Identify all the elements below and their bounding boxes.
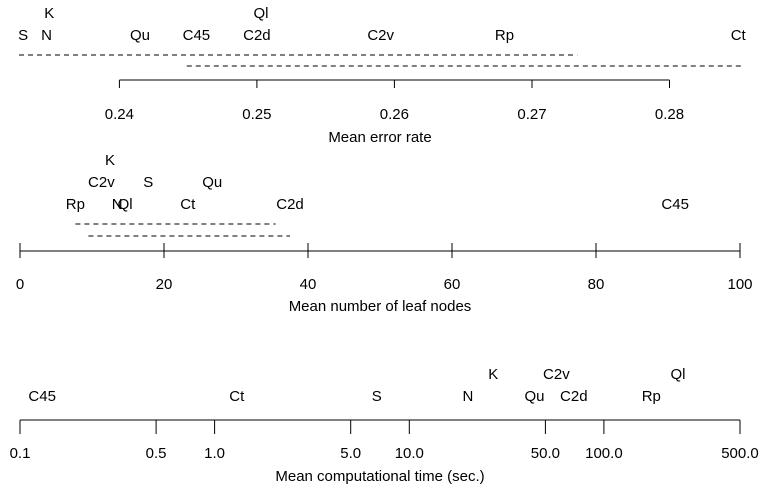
x-tick-label: 0.25 [242,106,271,123]
point-label-n: N [41,27,52,44]
point-label-s: S [372,388,382,405]
point-label-s: S [143,174,153,191]
x-tick-label: 500.0 [721,445,759,462]
x-tick-label: 5.0 [340,445,361,462]
point-label-rp: Rp [495,27,514,44]
x-tick-label: 100.0 [585,445,623,462]
point-label-ql: Ql [671,366,686,383]
panel-1: S NK Qu C45 C2d Ql C2v Rp Ct 0.24 0.25 0.26 0.27 0.28… [18,5,746,146]
point-label-ct: Ct [180,196,196,213]
x-tick-label: 10.0 [395,445,424,462]
point-label-ct: Ct [229,388,245,405]
x-tick-label: 100 [727,276,752,293]
x-tick-label: 0.1 [10,445,31,462]
point-label-c45: C45 [183,27,211,44]
point-label-n: N [112,196,123,213]
x-tick-label: 20 [156,276,173,293]
point-label-qu: Qu [524,388,544,405]
point-label-n: N [462,388,473,405]
x-tick-label: 50.0 [531,445,560,462]
x-tick-label: 40 [300,276,317,293]
point-label-ct: Ct [731,27,747,44]
point-label-c2v: C2v [367,27,394,44]
point-label-c45: C45 [661,196,689,213]
x-tick-label: 80 [588,276,605,293]
x-tick-label: 0.27 [517,106,546,123]
x-axis-title: Mean error rate [328,129,431,146]
point-label-c2v: C2v [543,366,570,383]
x-axis-title: Mean number of leaf nodes [289,298,472,315]
point-label-qu: Qu [130,27,150,44]
point-label-s: S [18,27,28,44]
point-label-rp: Rp [66,196,85,213]
panel-3: C45 Ct S NK Qu C2v C2d Rp Ql 0.1 0.5 1.0 5.0 10.0 50.0… [10,366,759,485]
point-label-rp: Rp [642,388,661,405]
point-label-ql: Ql [118,196,133,213]
point-label-c45: C45 [28,388,56,405]
point-label-c2d: C2d [243,27,271,44]
x-axis-title: Mean computational time (sec.) [275,468,484,485]
point-label-c2d: C2d [276,196,304,213]
x-tick-label: 0.5 [146,445,167,462]
x-tick-label: 60 [444,276,461,293]
point-label-k: K [44,5,54,22]
point-label-c2d: C2d [560,388,588,405]
x-tick-label: 0.24 [105,106,134,123]
point-label-qu: Qu [202,174,222,191]
point-label-k: K [105,152,115,169]
x-tick-label: 1.0 [204,445,225,462]
x-tick-label: 0.26 [380,106,409,123]
point-label-ql: Ql [254,5,269,22]
x-tick-label: 0.28 [655,106,684,123]
point-label-c2v: C2v [88,174,115,191]
point-label-k: K [488,366,498,383]
x-tick-label: 0 [16,276,24,293]
